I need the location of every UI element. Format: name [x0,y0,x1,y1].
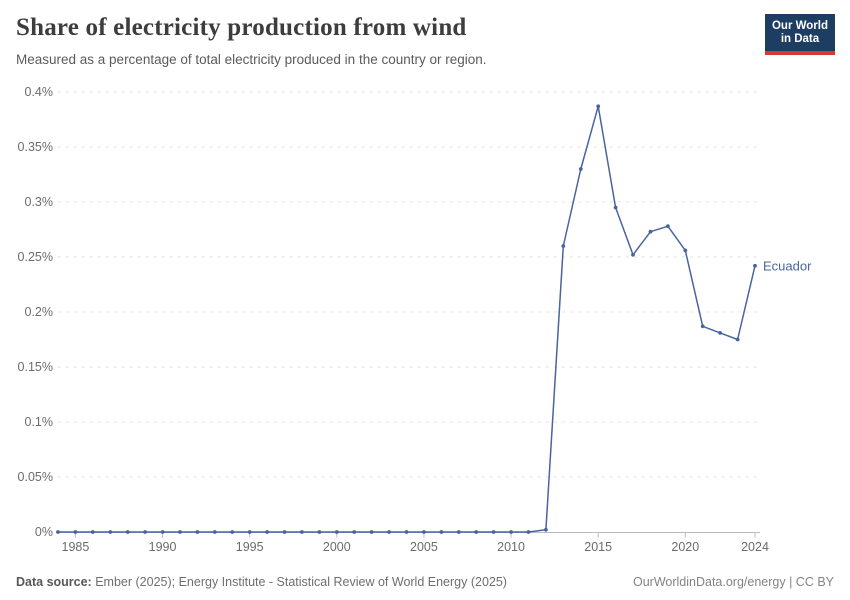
chart-title: Share of electricity production from win… [16,14,467,41]
footer-license-text: OurWorldinData.org/energy | CC BY [632,575,834,589]
data-point [73,530,78,534]
data-point [143,530,148,534]
data-point [334,530,339,534]
y-axis-tick-label: 0.05% [18,470,53,484]
data-point [317,530,322,534]
data-point [195,530,200,534]
data-point [108,530,113,534]
data-point [526,530,531,534]
data-point [613,205,618,210]
data-point [683,248,688,253]
data-point [125,530,130,534]
data-point [178,530,182,534]
data-point [700,324,705,329]
data-point [282,530,287,534]
y-axis-tick-label: 0% [35,525,53,539]
data-point [578,167,583,171]
data-point [561,244,566,248]
data-point [596,104,601,109]
data-point [474,530,479,534]
data-point [544,527,548,532]
x-axis-tick-label: 1990 [149,540,177,554]
y-axis-tick-label: 0.2% [25,305,54,319]
data-point [456,530,461,534]
series-end-label-ecuador: Ecuador [763,258,812,273]
data-point [387,530,391,534]
x-axis-tick-label: 2000 [323,540,351,554]
data-point [160,530,165,534]
data-point [718,331,722,335]
data-point [56,530,60,534]
data-source-text: Ember (2025); Energy Institute - Statist… [95,575,507,589]
data-point [666,224,670,229]
data-point [422,530,426,534]
y-axis-tick-label: 0.25% [18,250,53,264]
x-axis-tick-label: 2024 [741,540,769,554]
data-point [352,530,357,534]
data-point [404,530,409,534]
x-axis-tick-label: 2020 [671,540,699,554]
data-point [90,530,95,534]
owid-logo-line1: Our World [771,20,828,32]
x-axis-tick-label: 2015 [584,540,612,554]
data-point [631,252,635,257]
data-point [753,263,757,268]
x-axis-tick-label: 2005 [410,540,438,554]
owid-logo-line2: in Data [780,33,820,45]
data-source-note: Data source: Ember (2025); Energy Instit… [16,575,507,589]
data-point [439,530,444,534]
x-axis-tick-label: 1995 [236,540,264,554]
data-source-label: Data source: [16,575,92,589]
data-point [648,229,653,234]
data-point [509,530,513,534]
data-point [491,530,496,534]
line-chart: 0% 0.05% 0.1% 0.15% 0.2% 0.25% 0.3% 0.35% 0.4% 19… [18,85,813,554]
data-point [735,337,740,342]
data-point [230,530,235,534]
chart-subtitle: Measured as a percentage of total electr… [16,52,487,67]
series-line-ecuador [58,105,756,533]
x-axis-tick-label: 2010 [497,540,525,554]
data-point [265,530,269,534]
chart-footer: Data source: Ember (2025); Energy Instit… [16,575,834,589]
y-axis-tick-label: 0.1% [25,415,54,429]
x-axis-tick-label: 1985 [62,540,90,554]
data-point [212,530,217,534]
y-axis-tick-label: 0.35% [18,140,53,154]
y-axis-tick-label: 0.3% [25,195,54,209]
y-axis-tick-label: 0.4% [25,85,54,99]
data-point [247,530,252,534]
y-axis-tick-label: 0.15% [18,360,53,374]
owid-logo: Our World in Data [764,14,835,55]
data-point [369,530,374,534]
data-point [300,530,304,534]
